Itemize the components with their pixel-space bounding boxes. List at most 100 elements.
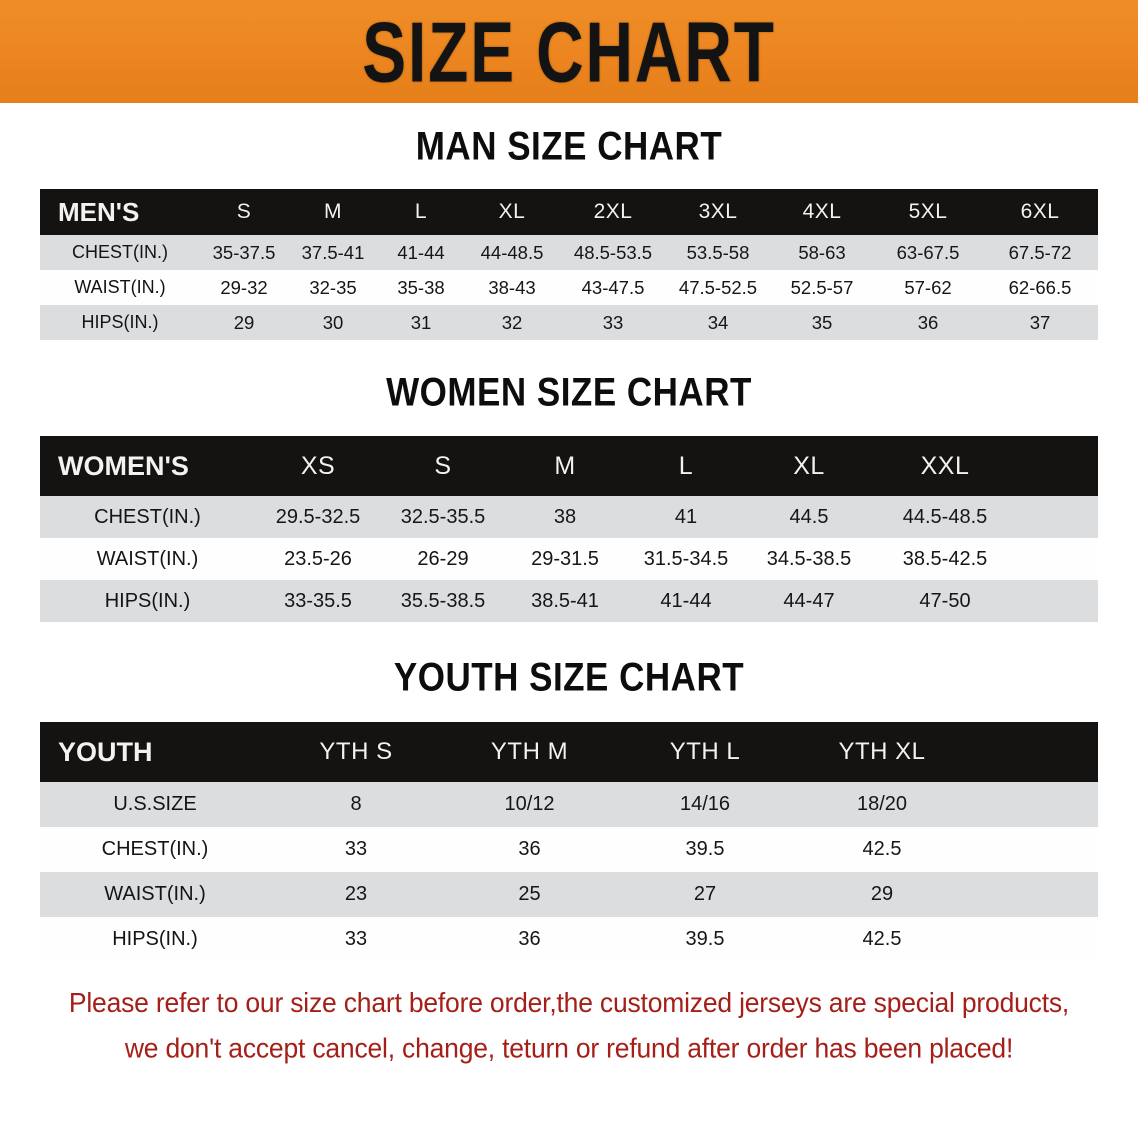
measurement-cell: 33 <box>344 928 368 950</box>
measurement-cell: 29 <box>870 883 894 905</box>
measurement-cell: 23 <box>344 883 368 905</box>
measurement-cell: 62-66.5 <box>1008 276 1072 298</box>
column-header-s: S <box>434 451 452 480</box>
column-header-yth-s: YTH S <box>319 738 393 765</box>
table-header-row: MEN'S S M L XL 2XL 3XL 4XL 5XL 6XL <box>40 189 1098 235</box>
measurement-cell: 42.5 <box>862 928 902 950</box>
table-row: HIPS(IN.) 29 30 31 32 33 34 35 36 37 <box>40 305 1098 340</box>
table-corner-label: YOUTH <box>58 736 153 767</box>
measurement-cell: 29 <box>233 311 255 333</box>
man-size-chart-container: MEN'S S M L XL 2XL 3XL 4XL 5XL 6XL CHEST(IN.) 35-37… <box>40 189 1098 340</box>
youth-table-body: YOUTH YTH S YTH M YTH L YTH XL U.S.SIZE 8 10/12… <box>40 722 1098 962</box>
column-header-xl: XL <box>498 200 526 223</box>
measurement-cell: 44.5 <box>789 505 829 528</box>
measurement-cell: 48.5-53.5 <box>573 241 653 263</box>
measurement-cell: 26-29 <box>417 547 469 570</box>
measurement-cell: 58-63 <box>798 241 846 263</box>
table-row: CHEST(IN.) 35-37.5 37.5-41 41-44 44-48.5 48.5… <box>40 235 1098 270</box>
row-spacer-cell <box>971 917 1098 962</box>
measurement-cell: 18/20 <box>856 793 908 815</box>
row-label: HIPS(IN.) <box>104 589 191 612</box>
women-table-body: WOMEN'S XS S M L XL XXL CHEST(IN.) 29.5-32.5 32.5… <box>40 436 1098 622</box>
youth-size-chart-container: YOUTH YTH S YTH M YTH L YTH XL U.S.SIZE 8 10/12… <box>40 722 1098 962</box>
column-header-yth-xl: YTH XL <box>838 738 926 765</box>
column-header-5xl: 5XL <box>908 200 948 223</box>
column-header-s: S <box>236 200 252 223</box>
column-header-4xl: 4XL <box>802 200 842 223</box>
measurement-cell: 41 <box>674 505 698 528</box>
row-spacer-cell <box>971 827 1098 872</box>
measurement-cell: 37 <box>1029 311 1051 333</box>
table-row: HIPS(IN.) 33 36 39.5 42.5 <box>40 917 1098 962</box>
measurement-cell: 14/16 <box>679 793 731 815</box>
women-size-table: WOMEN'S XS S M L XL XXL CHEST(IN.) 29.5-32.5 32.5… <box>40 436 1098 622</box>
table-row: CHEST(IN.) 29.5-32.5 32.5-35.5 38 41 44.5 44.5… <box>40 496 1098 538</box>
row-spacer-cell <box>1019 580 1098 622</box>
row-label: WAIST(IN.) <box>74 277 166 297</box>
row-spacer-cell <box>1019 496 1098 538</box>
measurement-cell: 29-32 <box>220 276 268 298</box>
table-row: CHEST(IN.) 33 36 39.5 42.5 <box>40 827 1098 872</box>
disclaimer-line-1: Please refer to our size chart before or… <box>68 986 1070 1019</box>
column-header-m: M <box>324 200 342 223</box>
measurement-cell: 43-47.5 <box>581 276 645 298</box>
row-spacer-cell <box>971 782 1098 827</box>
measurement-cell: 47-50 <box>919 589 971 612</box>
column-header-m: M <box>554 451 576 480</box>
measurement-cell: 36 <box>518 928 541 950</box>
measurement-cell: 34.5-38.5 <box>766 547 852 570</box>
measurement-cell: 35-37.5 <box>212 241 276 263</box>
banner-title: SIZE CHART <box>362 3 776 100</box>
measurement-cell: 53.5-58 <box>686 241 750 263</box>
measurement-cell: 35 <box>811 311 833 333</box>
measurement-cell: 35.5-38.5 <box>400 589 486 612</box>
table-row: WAIST(IN.) 23 25 27 29 <box>40 872 1098 917</box>
column-header-6xl: 6XL <box>1020 200 1060 223</box>
row-spacer-cell <box>1019 538 1098 580</box>
measurement-cell: 35-38 <box>397 276 445 298</box>
measurement-cell: 32 <box>501 311 523 333</box>
measurement-cell: 38 <box>553 505 577 528</box>
order-policy-disclaimer: Please refer to our size chart before or… <box>24 980 1114 1071</box>
column-header-l: L <box>678 451 694 480</box>
measurement-cell: 33-35.5 <box>284 589 352 612</box>
measurement-cell: 52.5-57 <box>790 276 854 298</box>
measurement-cell: 47.5-52.5 <box>678 276 758 298</box>
table-corner-label: MEN'S <box>58 196 140 227</box>
measurement-cell: 44-48.5 <box>480 241 544 263</box>
measurement-cell: 41-44 <box>397 241 445 263</box>
column-header-xl: XL <box>793 451 825 480</box>
row-label: CHEST(IN.) <box>101 838 209 860</box>
measurement-cell: 29.5-32.5 <box>275 505 361 528</box>
youth-size-chart-heading: YOUTH SIZE CHART <box>393 655 745 700</box>
table-row: WAIST(IN.) 23.5-26 26-29 29-31.5 31.5-34.5 34… <box>40 538 1098 580</box>
measurement-cell: 38.5-42.5 <box>902 547 988 570</box>
measurement-cell: 63-67.5 <box>896 241 960 263</box>
row-label: U.S.SIZE <box>113 793 197 815</box>
measurement-cell: 10/12 <box>504 793 555 815</box>
measurement-cell: 44.5-48.5 <box>902 505 988 528</box>
measurement-cell: 44-47 <box>783 589 835 612</box>
header-spacer-cell <box>1019 436 1098 496</box>
row-label: HIPS(IN.) <box>81 312 159 332</box>
column-header-l: L <box>414 200 428 223</box>
measurement-cell: 32.5-35.5 <box>400 505 486 528</box>
measurement-cell: 34 <box>707 311 729 333</box>
measurement-cell: 39.5 <box>685 838 725 860</box>
table-row: HIPS(IN.) 33-35.5 35.5-38.5 38.5-41 41-44 44-… <box>40 580 1098 622</box>
table-header-row: WOMEN'S XS S M L XL XXL <box>40 436 1098 496</box>
row-spacer-cell <box>971 872 1098 917</box>
column-header-2xl: 2XL <box>593 200 633 223</box>
measurement-cell: 36 <box>518 838 541 860</box>
row-label: WAIST(IN.) <box>104 883 206 905</box>
measurement-cell: 27 <box>693 883 717 905</box>
row-label: CHEST(IN.) <box>94 505 201 528</box>
disclaimer-line-2: we don't accept cancel, change, teturn o… <box>124 1031 1014 1064</box>
measurement-cell: 23.5-26 <box>284 547 352 570</box>
measurement-cell: 38.5-41 <box>531 589 599 612</box>
column-header-xs: XS <box>300 451 336 480</box>
measurement-cell: 57-62 <box>904 276 952 298</box>
measurement-cell: 8 <box>350 793 362 815</box>
column-header-yth-m: YTH M <box>490 738 569 765</box>
column-header-yth-l: YTH L <box>669 738 741 765</box>
